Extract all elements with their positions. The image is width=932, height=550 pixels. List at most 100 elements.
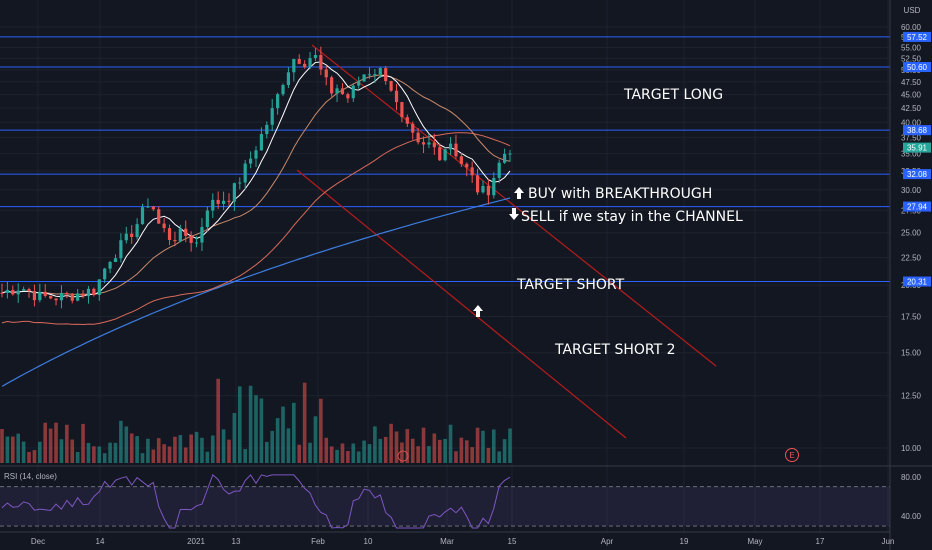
candle-body: [184, 228, 188, 236]
candle-body: [303, 63, 307, 67]
candle-body: [211, 199, 215, 211]
time-tick-label: 13: [232, 537, 241, 546]
rsi-line: [1, 474, 511, 529]
candle-body: [97, 279, 101, 295]
candle-body: [330, 77, 334, 94]
volume-bar: [48, 428, 53, 463]
candle-body: [389, 81, 393, 91]
candle-body: [49, 295, 53, 299]
volume-bar: [302, 382, 307, 463]
moving-averages: [1, 61, 511, 387]
volume-bar: [475, 427, 480, 463]
volume-bar: [86, 442, 91, 463]
level-tags: 57.52 50.60 38.68 32.08 27.94 20.31 35.91: [903, 31, 931, 287]
candle-body: [373, 74, 377, 76]
volume-bar: [297, 444, 302, 463]
rsi-tick-label: 80.00: [901, 473, 922, 482]
candle-body: [481, 185, 485, 193]
price-tick-label: 15.00: [901, 349, 922, 358]
candle-body: [32, 291, 37, 301]
time-tick-label: Jun: [882, 537, 895, 546]
candle-body: [454, 143, 458, 157]
earnings-circle-past: [397, 450, 409, 462]
price-tick-label: 42.50: [901, 104, 922, 113]
horizontal-levels: [0, 36, 890, 283]
candle-body: [27, 289, 31, 292]
rsi-tick-label: 40.00: [901, 512, 922, 521]
rsi-band: [0, 486, 890, 527]
candle-body: [124, 233, 128, 241]
time-tick-label: Dec: [31, 537, 45, 546]
candle-body: [0, 292, 4, 294]
volume-bar: [254, 395, 258, 463]
volume-bar: [491, 429, 496, 463]
time-tick-label: May: [747, 537, 762, 546]
volume-bar: [16, 433, 21, 463]
volume-bar: [329, 446, 334, 463]
level-tag: [903, 31, 931, 42]
level-tag-label: 20.31: [907, 278, 928, 287]
candle-body: [265, 124, 269, 135]
volume-bar: [259, 398, 264, 463]
candle-body: [292, 58, 296, 73]
earnings-marker[interactable]: E: [397, 448, 799, 462]
volume-bar: [486, 447, 491, 463]
volume-bar: [335, 449, 339, 463]
level-tag: [903, 276, 931, 287]
candle-body: [276, 94, 280, 109]
candle-body: [416, 132, 420, 143]
candle-body: [427, 142, 431, 145]
candle-body: [378, 68, 382, 75]
volume-bar: [173, 436, 177, 463]
candle-body: [492, 177, 496, 196]
candle-body: [448, 143, 453, 150]
price-tick-label: 35.00: [901, 150, 922, 159]
level-tag-label: 32.08: [907, 170, 928, 179]
volume-bar: [248, 385, 253, 463]
level-tag-label: 57.52: [907, 33, 928, 42]
volume-bar: [237, 386, 242, 463]
candle-body: [346, 94, 350, 99]
candle-body: [162, 223, 166, 229]
volume-bar: [140, 453, 145, 463]
volume-bar: [286, 428, 291, 463]
volume-bar: [508, 428, 512, 463]
candle-body: [16, 290, 20, 295]
candle-body: [400, 102, 404, 118]
sell-arrow-icon: [509, 208, 519, 220]
candle-body: [475, 175, 480, 193]
volume-bar: [313, 416, 318, 463]
price-tick-label: 40.00: [901, 118, 922, 127]
candlesticks: [0, 46, 512, 309]
candle-body: [313, 55, 318, 59]
candle-body: [119, 240, 123, 259]
rsi-tick-labels: 80.00 40.00: [901, 473, 922, 521]
candle-body: [221, 200, 226, 204]
buy-label: BUY with BREAKTHROUGH: [528, 186, 712, 202]
candle-body: [167, 228, 172, 241]
candle-body: [243, 163, 247, 183]
volume-bar: [340, 443, 345, 463]
candle-body: [200, 227, 204, 243]
candle-body: [92, 288, 96, 295]
volume-bar: [21, 441, 26, 463]
volume-bar: [275, 418, 280, 463]
candle-body: [254, 150, 258, 159]
candle-body: [113, 258, 118, 262]
level-tag-label: 50.60: [907, 63, 928, 72]
volume-bar: [119, 420, 123, 463]
candle-body: [394, 90, 399, 103]
candle-body: [465, 163, 469, 168]
bottom-arrow-icon: [473, 305, 483, 317]
level-tag: [903, 201, 931, 212]
target-long-label: TARGET LONG: [623, 87, 723, 103]
rsi-label: RSI (14, close): [4, 472, 57, 481]
candle-body: [421, 142, 426, 145]
candle-body: [470, 167, 474, 176]
candle-body: [367, 74, 372, 76]
time-axis[interactable]: Dec 14 2021 13 Feb 10 Mar 15 Apr 19 May 17 Jun: [0, 531, 895, 546]
descending-channel: [296, 44, 717, 439]
volume-bar: [470, 447, 474, 463]
price-axis[interactable]: USD 60.0057.5055.0052.5050.0047.5045.004…: [889, 0, 931, 550]
